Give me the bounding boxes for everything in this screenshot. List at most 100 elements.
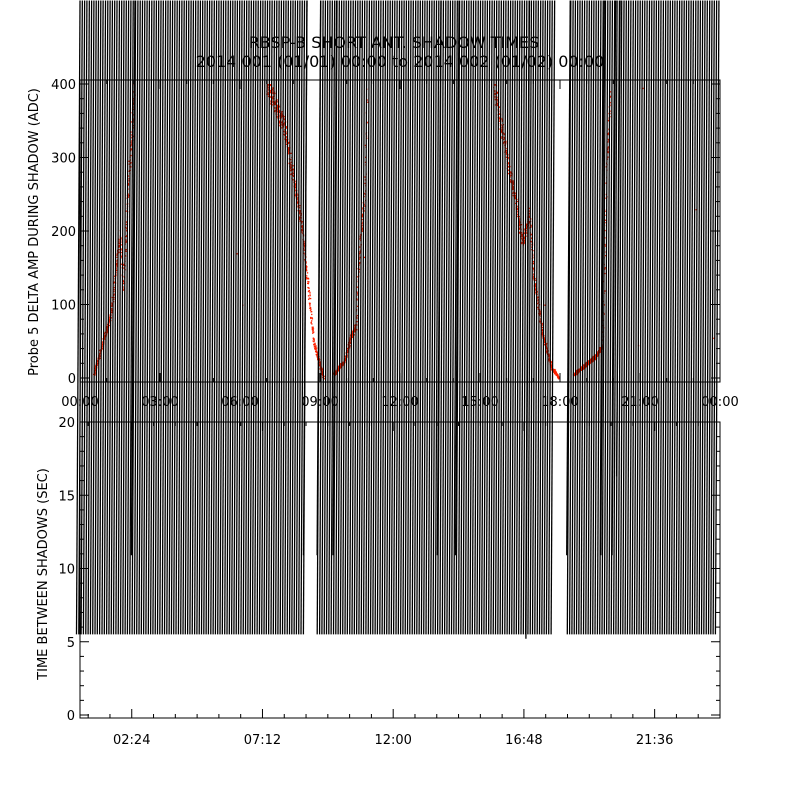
amplitude-point — [283, 118, 285, 120]
amplitude-point — [306, 277, 308, 279]
interval-star — [619, 0, 625, 635]
interval-star — [406, 0, 412, 635]
amplitude-point — [528, 216, 530, 218]
amplitude-point — [507, 163, 509, 165]
interval-star — [645, 0, 651, 635]
amplitude-point — [130, 141, 132, 143]
panel2-x-tick-label: 16:48 — [505, 733, 542, 748]
interval-star — [117, 0, 123, 635]
amplitude-point — [102, 343, 104, 346]
amplitude-point — [131, 137, 133, 139]
interval-star — [603, 0, 609, 635]
interval-star — [568, 0, 574, 635]
interval-star — [515, 0, 521, 635]
amplitude-point — [125, 239, 127, 241]
amplitude-point — [349, 341, 351, 344]
interval-star — [666, 0, 671, 635]
interval-star — [274, 0, 280, 635]
amplitude-point — [294, 184, 296, 186]
amplitude-point — [287, 153, 289, 155]
amplitude-point — [494, 93, 496, 96]
amplitude-point — [523, 242, 526, 244]
amplitude-point — [359, 246, 361, 248]
interval-star — [210, 0, 215, 635]
amplitude-point — [97, 359, 99, 361]
amplitude-point — [269, 92, 272, 94]
interval-star — [295, 0, 301, 635]
interval-star — [573, 0, 579, 635]
amplitude-point — [313, 345, 316, 347]
interval-star — [369, 0, 375, 635]
amplitude-point — [109, 317, 111, 319]
amplitude-point — [267, 92, 269, 94]
interval-star — [388, 0, 394, 635]
interval-star — [654, 0, 660, 635]
amplitude-point — [292, 175, 295, 177]
interval-star — [358, 0, 364, 635]
amplitude-point — [106, 329, 109, 332]
amplitude-point — [544, 338, 546, 340]
amplitude-point — [299, 205, 301, 207]
amplitude-point — [357, 305, 359, 307]
amplitude-point — [597, 353, 599, 355]
amplitude-point — [121, 256, 123, 258]
amplitude-point — [118, 240, 120, 242]
amplitude-point — [125, 235, 127, 238]
interval-star — [589, 0, 595, 635]
amplitude-point — [106, 332, 108, 334]
amplitude-point — [356, 317, 358, 319]
interval-star — [130, 0, 136, 556]
amplitude-point — [574, 374, 576, 376]
amplitude-point — [512, 187, 514, 189]
amplitude-point — [278, 120, 280, 123]
interval-star — [288, 0, 294, 635]
amplitude-point — [123, 267, 125, 269]
amplitude-point — [319, 362, 321, 364]
amplitude-point — [496, 91, 499, 93]
interval-star — [277, 0, 283, 635]
amplitude-point — [115, 263, 118, 265]
interval-star — [513, 0, 519, 635]
amplitude-point — [307, 290, 310, 293]
interval-star — [531, 0, 537, 635]
interval-star — [582, 0, 588, 635]
amplitude-point — [128, 178, 130, 180]
amplitude-point — [292, 174, 294, 176]
amplitude-point — [363, 256, 365, 259]
amplitude-point — [295, 193, 297, 196]
amplitude-point — [576, 372, 578, 375]
interval-star — [416, 0, 421, 635]
amplitude-point — [363, 210, 365, 212]
interval-star — [353, 0, 359, 635]
interval-star — [399, 0, 405, 635]
amplitude-point — [297, 206, 299, 208]
amplitude-point — [497, 100, 499, 102]
amplitude-point — [111, 296, 113, 299]
amplitude-point — [351, 331, 353, 333]
interval-star — [682, 0, 688, 635]
amplitude-point — [122, 283, 124, 285]
amplitude-point — [510, 174, 512, 176]
amplitude-point — [120, 251, 122, 254]
amplitude-point — [599, 348, 601, 350]
interval-star — [511, 0, 516, 635]
interval-star — [168, 0, 174, 635]
amplitude-point — [501, 118, 503, 120]
interval-star — [78, 0, 83, 635]
amplitude-point — [605, 210, 607, 213]
amplitude-point — [554, 372, 556, 374]
amplitude-point — [530, 225, 532, 227]
interval-star — [279, 0, 285, 635]
interval-star — [180, 0, 185, 635]
amplitude-point — [550, 364, 552, 367]
amplitude-point — [311, 317, 313, 319]
interval-star — [110, 0, 116, 635]
interval-star — [594, 0, 600, 635]
amplitude-point — [546, 352, 548, 354]
amplitude-point — [512, 180, 514, 182]
amplitude-point — [494, 96, 496, 98]
amplitude-point — [544, 340, 546, 342]
amplitude-point — [588, 362, 590, 365]
panel2-y-tick-label: 5 — [67, 636, 75, 651]
interval-star — [98, 0, 104, 635]
